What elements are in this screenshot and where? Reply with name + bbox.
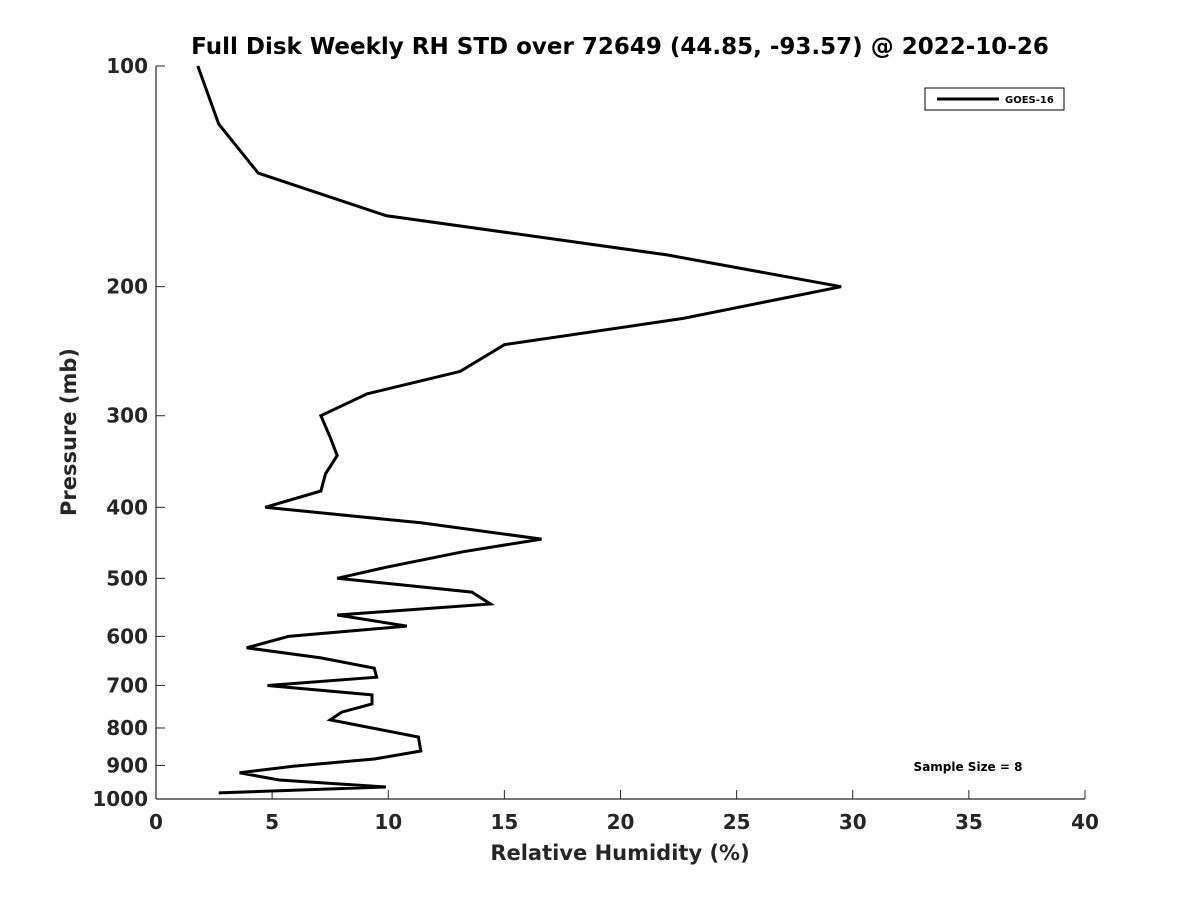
series-layer xyxy=(196,65,842,795)
y-tick-label: 700 xyxy=(106,673,148,697)
y-tick-label: 200 xyxy=(106,275,148,299)
y-tick-label: 600 xyxy=(106,624,148,648)
chart-title: Full Disk Weekly RH STD over 72649 (44.8… xyxy=(191,34,1049,60)
y-tick-label: 300 xyxy=(106,404,148,428)
series-line-goes-16 xyxy=(196,65,842,795)
x-tick-label: 20 xyxy=(607,810,635,834)
y-tick-label: 400 xyxy=(106,495,148,519)
x-tick-label: 10 xyxy=(374,810,402,834)
y-tick-label: 800 xyxy=(106,716,148,740)
x-tick-label: 35 xyxy=(955,810,983,834)
y-tick-label: 1000 xyxy=(92,787,148,811)
legend-label: GOES-16 xyxy=(1005,95,1054,106)
x-tick-label: 5 xyxy=(265,810,279,834)
x-tick-label: 25 xyxy=(723,810,751,834)
x-tick-label: 40 xyxy=(1071,810,1099,834)
y-axis-label: Pressure (mb) xyxy=(57,348,81,516)
axes: 0 5 10 15 20 25 30 35 40 100 200 300 400 500 600 700 800… xyxy=(92,54,1099,834)
legend: GOES-16 xyxy=(924,87,1065,111)
x-axis-label: Relative Humidity (%) xyxy=(490,841,749,865)
x-tick-label: 15 xyxy=(490,810,518,834)
x-tick-label: 30 xyxy=(839,810,867,834)
y-tick-label: 900 xyxy=(106,753,148,777)
y-tick-label: 100 xyxy=(106,54,148,78)
sample-size-annotation: Sample Size = 8 xyxy=(914,760,1023,774)
y-tick-label: 500 xyxy=(106,566,148,590)
x-tick-label: 0 xyxy=(149,810,163,834)
